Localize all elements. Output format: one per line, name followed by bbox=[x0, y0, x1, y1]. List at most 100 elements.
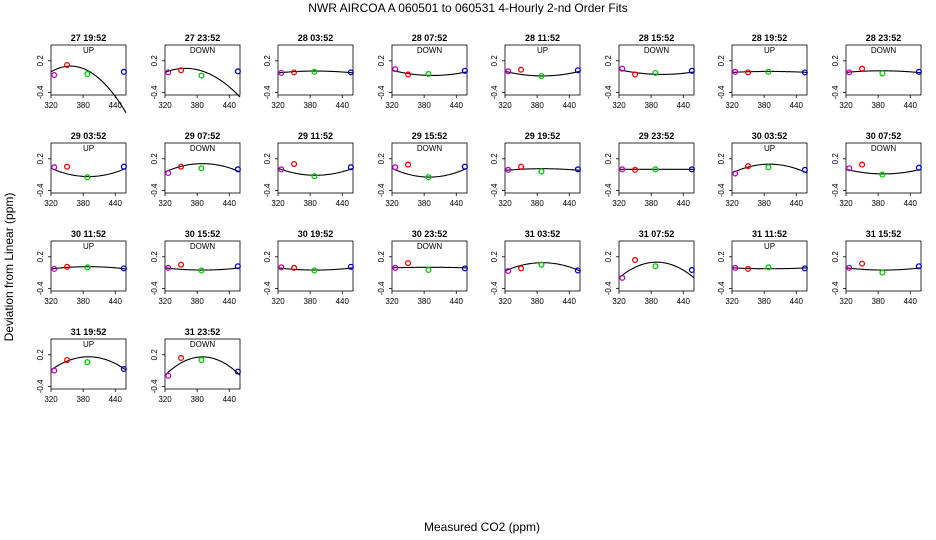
data-point bbox=[392, 66, 399, 73]
data-point bbox=[879, 171, 886, 178]
data-point bbox=[392, 164, 399, 171]
x-tick-label: 320 bbox=[158, 395, 172, 404]
panel-subtitle: UP bbox=[764, 242, 775, 251]
data-point bbox=[915, 263, 922, 270]
data-point bbox=[198, 267, 205, 274]
data-point bbox=[801, 69, 808, 76]
data-point bbox=[347, 263, 354, 270]
fit-curve bbox=[164, 67, 241, 98]
panel: 27 19:52 UP 0.2 -0.4 320 380 440 bbox=[36, 33, 127, 114]
data-point bbox=[765, 164, 772, 171]
data-point bbox=[405, 161, 412, 168]
panel: 29 19:52 0.2 -0.4 320 380 440 bbox=[490, 131, 581, 208]
fit-curve bbox=[731, 163, 808, 174]
panel-frame bbox=[50, 338, 127, 390]
x-tick-label: 440 bbox=[223, 297, 237, 306]
data-point bbox=[765, 68, 772, 75]
x-tick-label: 380 bbox=[303, 101, 317, 110]
x-tick-label: 440 bbox=[790, 297, 804, 306]
data-point bbox=[405, 71, 412, 78]
data-point bbox=[84, 174, 91, 181]
data-point bbox=[425, 174, 432, 181]
data-point bbox=[198, 72, 205, 79]
panel-frame bbox=[277, 240, 354, 292]
data-point bbox=[311, 68, 318, 75]
panel-title: 31 23:52 bbox=[185, 327, 221, 337]
y-tick-label: 0.2 bbox=[150, 153, 159, 165]
x-tick-label: 320 bbox=[44, 297, 58, 306]
y-tick-label: -0.4 bbox=[150, 379, 159, 393]
data-point bbox=[745, 265, 752, 272]
data-point bbox=[632, 71, 639, 78]
data-point bbox=[652, 263, 659, 270]
panel-title: 31 07:52 bbox=[639, 229, 675, 239]
data-point bbox=[291, 264, 298, 271]
panel: 29 11:52 0.2 -0.4 320 380 440 bbox=[263, 131, 354, 208]
panel-subtitle: DOWN bbox=[417, 144, 443, 153]
data-point bbox=[688, 266, 695, 273]
panel-frame bbox=[277, 44, 354, 96]
panel: 30 23:52 DOWN 0.2 -0.4 320 380 440 bbox=[377, 229, 468, 306]
x-tick-label: 440 bbox=[563, 101, 577, 110]
panel-title: 27 19:52 bbox=[71, 33, 107, 43]
fit-curve bbox=[164, 356, 241, 376]
y-tick-label: -0.4 bbox=[717, 281, 726, 295]
fit-curve bbox=[391, 69, 468, 77]
data-point bbox=[859, 161, 866, 168]
x-tick-label: 380 bbox=[190, 101, 204, 110]
fit-curve bbox=[504, 70, 581, 77]
y-tick-label: -0.4 bbox=[263, 85, 272, 99]
data-point bbox=[574, 166, 581, 173]
x-tick-label: 440 bbox=[904, 297, 918, 306]
y-tick-label: -0.4 bbox=[377, 281, 386, 295]
data-point bbox=[392, 264, 399, 271]
x-tick-label: 440 bbox=[109, 199, 123, 208]
data-point bbox=[859, 260, 866, 267]
y-tick-label: 0.2 bbox=[377, 153, 386, 165]
y-tick-label: -0.4 bbox=[150, 183, 159, 197]
x-tick-label: 320 bbox=[612, 297, 626, 306]
data-point bbox=[846, 165, 853, 172]
y-tick-label: -0.4 bbox=[377, 183, 386, 197]
data-point bbox=[915, 164, 922, 171]
x-tick-label: 440 bbox=[109, 297, 123, 306]
y-tick-label: 0.2 bbox=[490, 153, 499, 165]
panel-title: 29 15:52 bbox=[412, 131, 448, 141]
panel-title: 30 07:52 bbox=[866, 131, 902, 141]
y-tick-label: -0.4 bbox=[717, 85, 726, 99]
panel-subtitle: DOWN bbox=[190, 144, 216, 153]
x-tick-label: 320 bbox=[385, 101, 399, 110]
data-point bbox=[405, 260, 412, 267]
panel: 29 07:52 DOWN 0.2 -0.4 320 380 440 bbox=[150, 131, 241, 208]
panel-title: 29 03:52 bbox=[71, 131, 107, 141]
data-point bbox=[632, 166, 639, 173]
data-point bbox=[165, 69, 172, 76]
x-tick-label: 440 bbox=[223, 101, 237, 110]
data-point bbox=[801, 166, 808, 173]
y-tick-label: 0.2 bbox=[263, 55, 272, 67]
panel-subtitle: UP bbox=[83, 144, 94, 153]
y-tick-label: -0.4 bbox=[377, 85, 386, 99]
data-point bbox=[291, 161, 298, 168]
y-tick-label: -0.4 bbox=[490, 85, 499, 99]
x-tick-label: 380 bbox=[417, 297, 431, 306]
panel-title: 30 11:52 bbox=[71, 229, 106, 239]
panel-title: 31 03:52 bbox=[525, 229, 561, 239]
panel: 31 03:52 0.2 -0.4 320 380 440 bbox=[490, 229, 581, 306]
data-point bbox=[165, 372, 172, 379]
x-tick-label: 380 bbox=[417, 101, 431, 110]
panel: 30 11:52 UP 0.2 -0.4 320 380 440 bbox=[36, 229, 127, 306]
x-tick-label: 320 bbox=[44, 199, 58, 208]
data-point bbox=[84, 359, 91, 366]
x-tick-label: 440 bbox=[109, 101, 123, 110]
data-point bbox=[619, 274, 626, 281]
data-point bbox=[51, 367, 58, 374]
panel: 31 15:52 0.2 -0.4 320 380 440 bbox=[831, 229, 922, 306]
x-tick-label: 380 bbox=[303, 297, 317, 306]
data-point bbox=[198, 357, 205, 364]
data-point bbox=[859, 65, 866, 72]
y-tick-label: 0.2 bbox=[604, 251, 613, 263]
x-tick-label: 380 bbox=[76, 297, 90, 306]
fit-curve bbox=[50, 167, 127, 178]
